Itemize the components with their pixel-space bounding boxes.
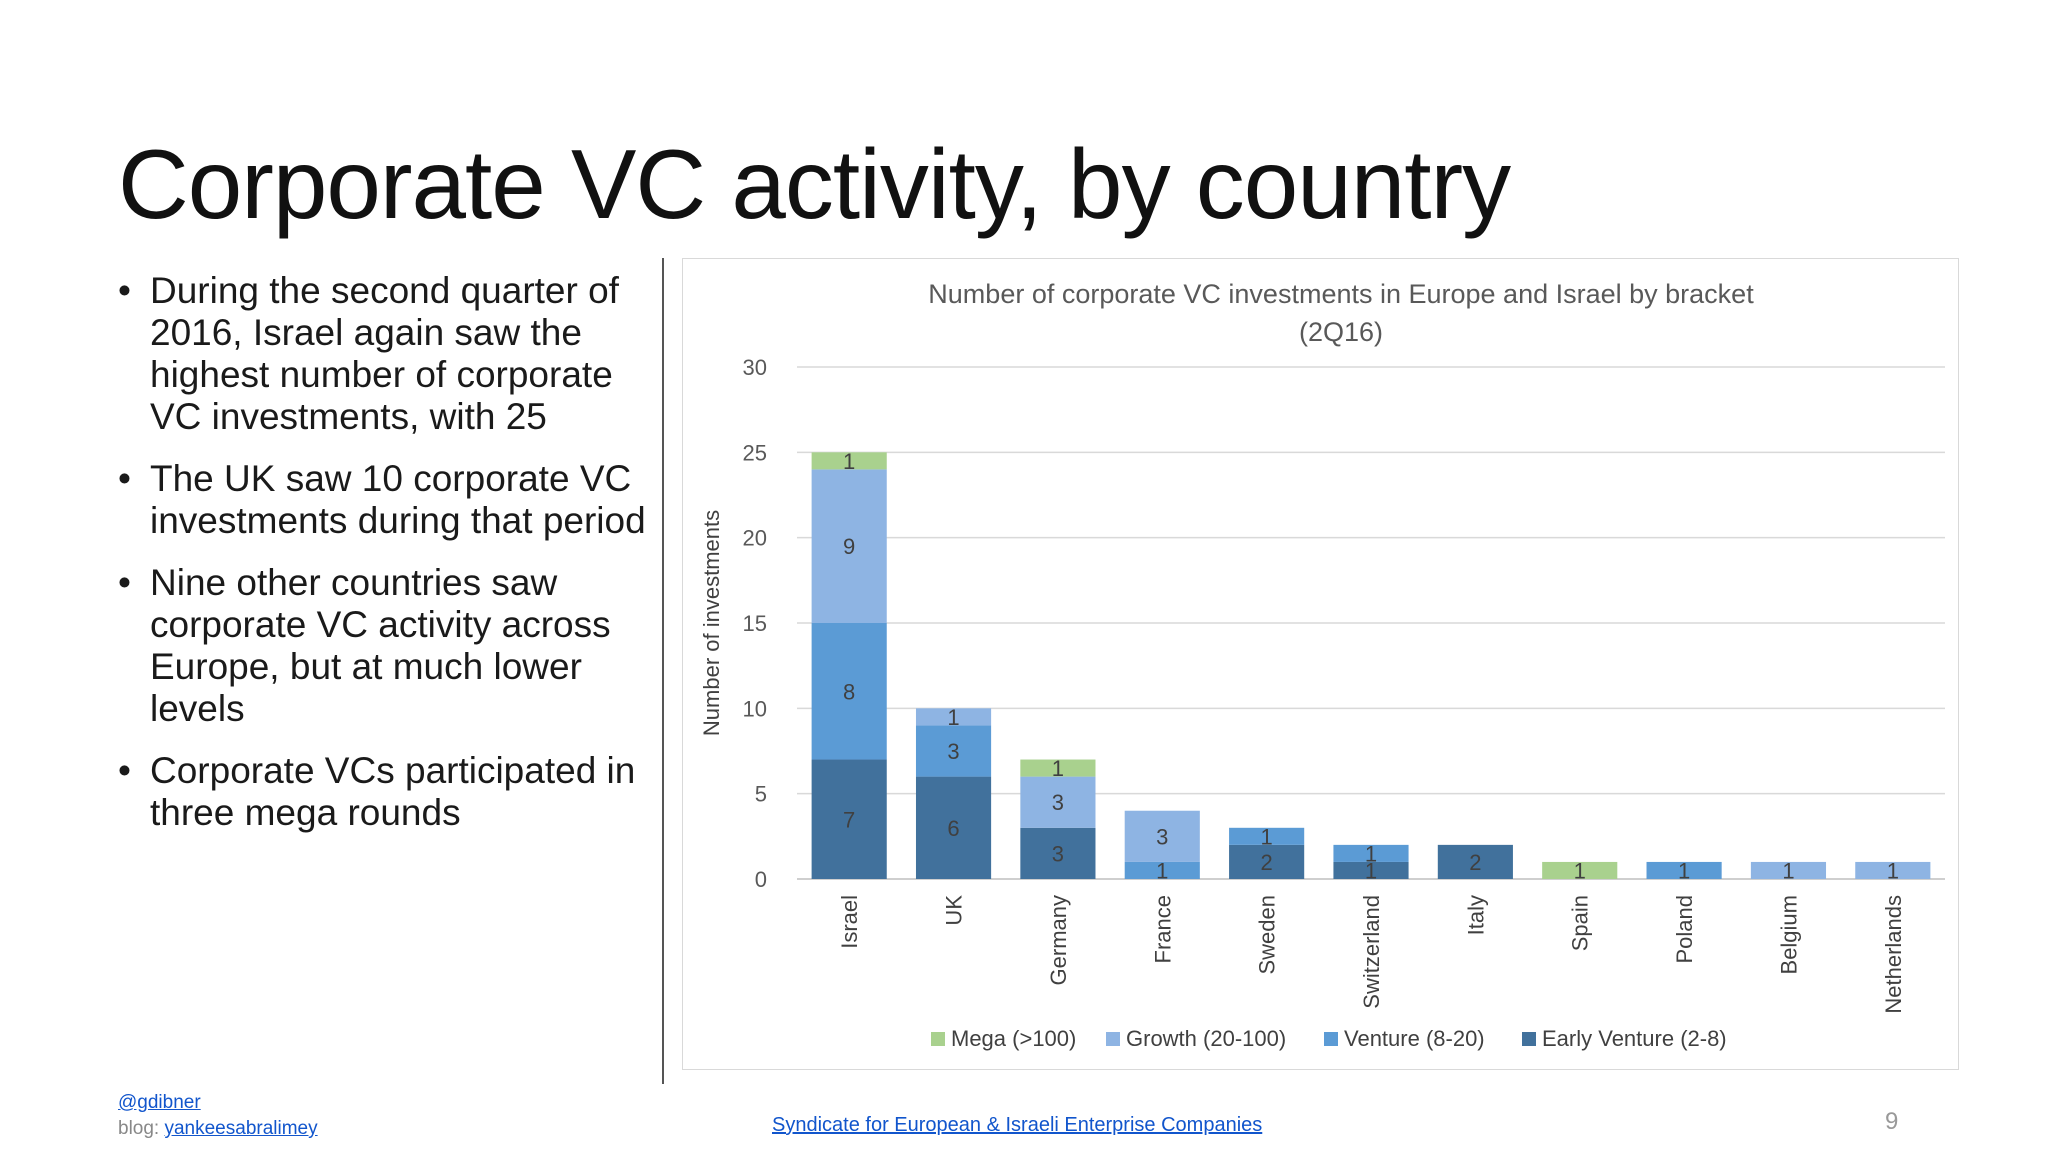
bar-segment <box>1020 827 1096 879</box>
bar-segment <box>1333 861 1409 879</box>
bullet-text: During the second quarter of 2016, Israe… <box>150 270 619 437</box>
y-axis-label: Number of investments <box>699 510 724 736</box>
data-label: 1 <box>947 705 959 730</box>
vertical-divider <box>662 258 664 1084</box>
data-label: 3 <box>1052 790 1064 815</box>
data-label: 7 <box>843 807 855 832</box>
page-number: 9 <box>1885 1108 1899 1135</box>
legend-label: Mega (>100) <box>951 1026 1076 1051</box>
data-label: 2 <box>1469 850 1481 875</box>
bullet-item: • During the second quarter of 2016, Isra… <box>118 270 648 438</box>
bar-segment <box>915 708 992 726</box>
legend-label: Early Venture (2-8) <box>1542 1026 1727 1051</box>
y-tick-label: 15 <box>743 611 767 636</box>
data-label: 1 <box>1365 841 1377 866</box>
bar-segment <box>811 469 887 623</box>
bullet-text: Nine other countries saw corporate VC ac… <box>150 562 611 729</box>
x-tick-label: Netherlands <box>1881 895 1906 1014</box>
blog-link[interactable]: yankeesabralimey <box>164 1118 318 1139</box>
footer-source: Syndicate for European & Israeli Enterpr… <box>772 1114 1262 1137</box>
bullet-text: The UK saw 10 corporate VC investments d… <box>150 458 646 541</box>
bar-segment <box>1855 861 1931 879</box>
footer-left: @gdibner blog: yankeesabralimey <box>118 1090 318 1142</box>
bar-segment <box>915 725 992 777</box>
source-link[interactable]: Syndicate for European & Israeli Enterpr… <box>772 1114 1263 1136</box>
x-tick-label: France <box>1150 895 1175 963</box>
data-label: 1 <box>1782 858 1794 883</box>
x-tick-label: Sweden <box>1255 895 1280 975</box>
bar-segment <box>811 623 887 760</box>
bullet-item: • The UK saw 10 corporate VC investments … <box>118 458 648 542</box>
bar-segment <box>1750 861 1827 879</box>
x-tick-label: Israel <box>837 895 862 949</box>
bar-segment <box>1229 844 1305 879</box>
bar-segment <box>1020 759 1096 777</box>
y-tick-label: 20 <box>743 526 767 551</box>
bullet-item: • Corporate VCs participated in three meg… <box>118 750 648 834</box>
bullet-glyph: • <box>118 750 131 791</box>
legend-swatch <box>1106 1032 1120 1046</box>
bar-segment <box>1542 861 1618 879</box>
data-label: 2 <box>1261 850 1273 875</box>
bullet-list: • During the second quarter of 2016, Isra… <box>118 270 648 854</box>
bar-segment <box>915 776 992 879</box>
legend-label: Venture (8-20) <box>1344 1026 1485 1051</box>
slide-title: Corporate VC activity, by country <box>118 129 1511 239</box>
bar-segment <box>1124 810 1200 862</box>
bar-segment <box>1646 861 1722 879</box>
blog-label: blog: <box>118 1118 165 1139</box>
bar-segment <box>1437 844 1513 879</box>
data-label: 1 <box>1887 858 1899 883</box>
data-label: 1 <box>1261 824 1273 849</box>
data-label: 1 <box>1678 858 1690 883</box>
data-label: 1 <box>1365 858 1377 883</box>
chart-subtitle: (2Q16) <box>1299 317 1383 347</box>
x-tick-label: Belgium <box>1776 895 1801 974</box>
bar-segment <box>811 452 887 470</box>
x-tick-label: UK <box>942 895 967 926</box>
bullet-item: • Nine other countries saw corporate VC a… <box>118 562 648 730</box>
data-label: 8 <box>843 679 855 704</box>
data-label: 3 <box>947 739 959 764</box>
legend-swatch <box>1522 1032 1536 1046</box>
bar-segment <box>1333 844 1409 862</box>
bullet-glyph: • <box>118 562 131 603</box>
data-label: 9 <box>843 534 855 559</box>
bar-segment <box>1229 827 1305 845</box>
y-tick-label: 0 <box>755 867 767 892</box>
legend-label: Growth (20-100) <box>1126 1026 1286 1051</box>
y-tick-label: 5 <box>755 782 767 807</box>
bullet-text: Corporate VCs participated in three mega… <box>150 750 636 833</box>
y-tick-label: 30 <box>743 355 767 380</box>
x-tick-label: Germany <box>1046 895 1071 985</box>
data-label: 6 <box>947 816 959 841</box>
x-tick-label: Switzerland <box>1359 895 1384 1009</box>
x-tick-label: Italy <box>1463 895 1488 935</box>
legend-swatch <box>1324 1032 1338 1046</box>
x-tick-label: Poland <box>1672 895 1697 964</box>
legend-swatch <box>931 1032 945 1046</box>
chart-container: Number of corporate VC investments in Eu… <box>682 258 1959 1070</box>
data-label: 1 <box>1156 858 1168 883</box>
bullet-glyph: • <box>118 270 131 311</box>
stacked-bar-chart: Number of corporate VC investments in Eu… <box>699 279 1945 1051</box>
twitter-link[interactable]: @gdibner <box>118 1092 201 1113</box>
data-label: 1 <box>843 449 855 474</box>
data-label: 1 <box>1052 756 1064 781</box>
data-label: 3 <box>1052 841 1064 866</box>
chart-title: Number of corporate VC investments in Eu… <box>928 279 1754 309</box>
bullet-glyph: • <box>118 458 131 499</box>
bar-segment <box>1124 861 1200 879</box>
bar-segment <box>811 759 887 879</box>
y-tick-label: 25 <box>743 440 767 465</box>
data-label: 3 <box>1156 824 1168 849</box>
x-tick-label: Spain <box>1568 895 1593 951</box>
y-tick-label: 10 <box>743 696 767 721</box>
data-label: 1 <box>1574 858 1586 883</box>
bar-segment <box>1020 776 1096 828</box>
